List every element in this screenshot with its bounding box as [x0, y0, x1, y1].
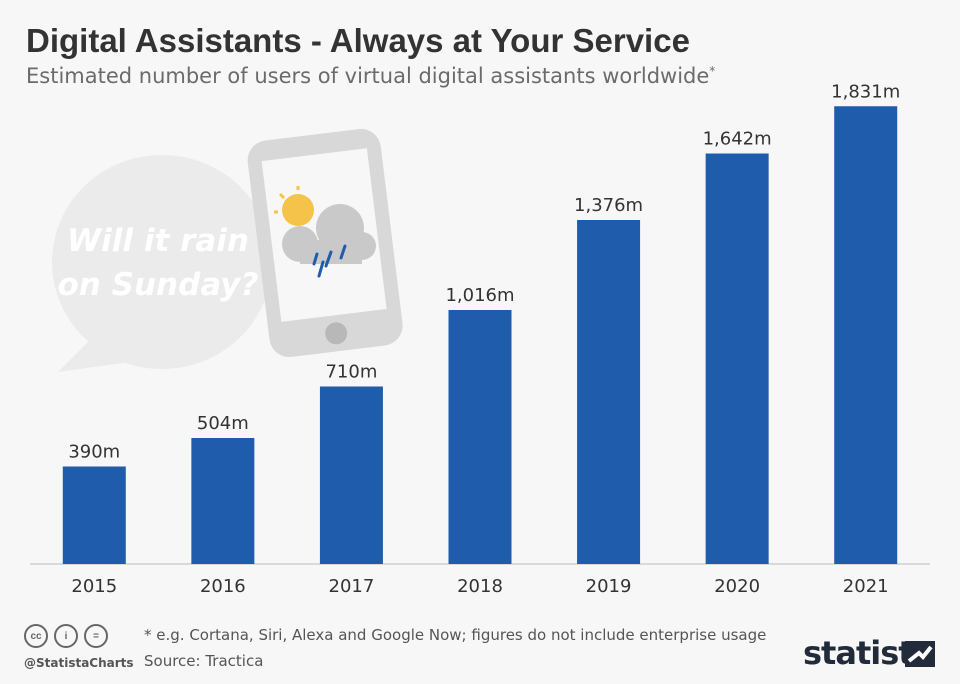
license-icons: cc i = [24, 624, 108, 648]
subtitle-asterisk: * [709, 64, 716, 78]
subtitle-text: Estimated number of users of virtual dig… [26, 64, 710, 88]
x-tick-label-2019: 2019 [586, 576, 632, 597]
twitter-handle: @StatistaCharts [24, 656, 134, 670]
x-tick-label-2018: 2018 [457, 576, 503, 597]
no-derivatives-icon: = [84, 624, 108, 648]
bar-2018 [448, 310, 512, 564]
value-label-2021: 1,831m [831, 81, 900, 102]
bar-2015 [62, 466, 126, 564]
chart-title: Digital Assistants - Always at Your Serv… [26, 22, 690, 59]
attribution-icon: i [54, 624, 78, 648]
value-label-2016: 504m [197, 413, 249, 434]
value-label-2018: 1,016m [445, 285, 514, 306]
source-note: Source: Tractica [144, 652, 264, 670]
bar-2021 [834, 106, 898, 564]
bubble-text-line2: on Sunday? [58, 267, 259, 303]
x-tick-label-2020: 2020 [714, 576, 760, 597]
bars-group [62, 106, 898, 564]
cc-icon: cc [24, 624, 48, 648]
chart-subtitle: Estimated number of users of virtual dig… [26, 64, 715, 88]
speech-bubble-illustration: Will it rain on Sunday? [52, 155, 272, 372]
value-label-2019: 1,376m [574, 195, 643, 216]
x-tick-label-2017: 2017 [329, 576, 375, 597]
bar-2017 [319, 386, 383, 564]
x-tick-label-2016: 2016 [200, 576, 246, 597]
bar-2019 [577, 220, 641, 564]
value-label-2015: 390m [68, 442, 120, 463]
x-tick-label-2015: 2015 [71, 576, 117, 597]
footnote: * e.g. Cortana, Siri, Alexa and Google N… [144, 626, 767, 644]
bubble-text-line1: Will it rain [67, 223, 249, 259]
x-tick-labels-group: 2015 2016 2017 2018 2019 2020 2021 [71, 576, 888, 597]
value-label-2017: 710m [325, 362, 377, 383]
bar-2016 [191, 438, 255, 564]
weather-icon [274, 186, 376, 278]
value-label-2020: 1,642m [703, 129, 772, 150]
bar-2020 [705, 153, 769, 564]
x-tick-label-2021: 2021 [843, 576, 889, 597]
value-labels-group: 390m 504m 710m 1,016m 1,376m 1,642m 1,831m [68, 81, 900, 462]
statista-logo-mark [905, 641, 935, 667]
